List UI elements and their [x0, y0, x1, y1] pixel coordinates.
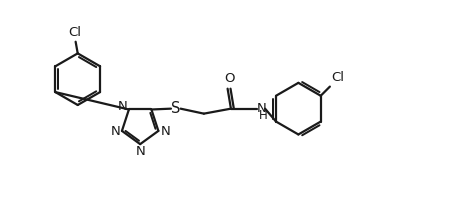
Text: N: N	[135, 145, 145, 158]
Text: Cl: Cl	[331, 71, 345, 84]
Text: S: S	[171, 101, 180, 116]
Text: H: H	[259, 109, 268, 122]
Text: N: N	[117, 100, 127, 113]
Text: Cl: Cl	[68, 26, 81, 39]
Text: N: N	[161, 125, 170, 138]
Text: N: N	[257, 102, 267, 115]
Text: O: O	[224, 72, 235, 85]
Text: N: N	[110, 125, 120, 138]
